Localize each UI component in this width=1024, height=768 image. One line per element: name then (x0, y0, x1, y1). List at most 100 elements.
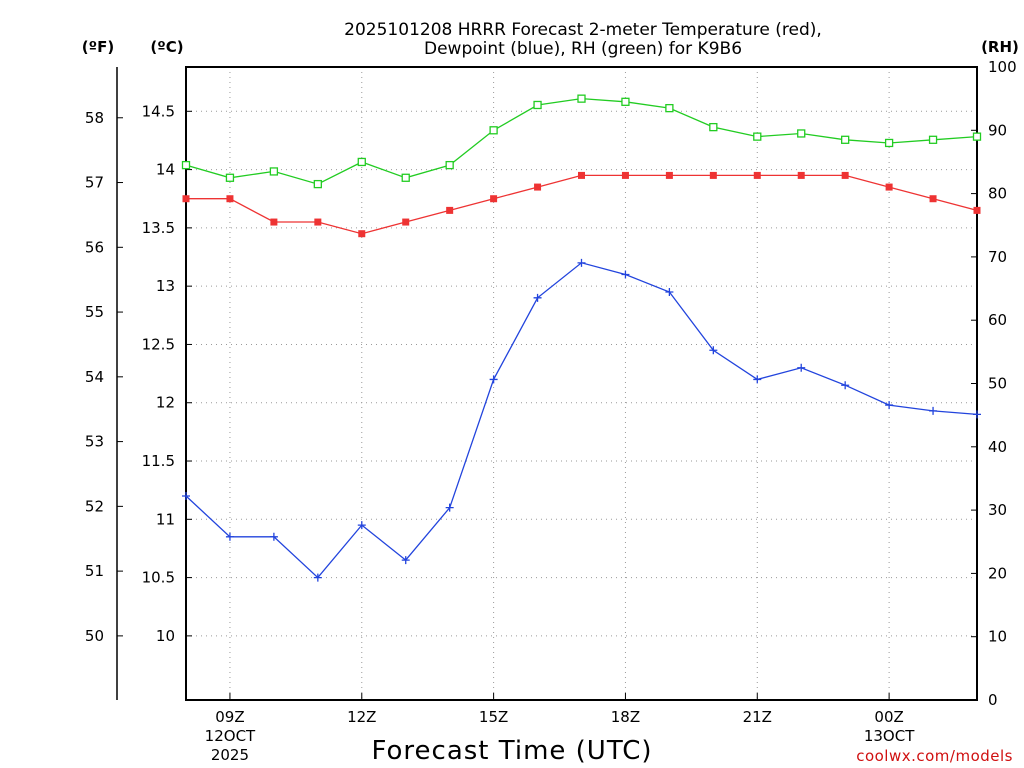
rh-point (357, 157, 366, 167)
celsius-tick-label: 12.5 (142, 335, 175, 353)
celsius-tick-label: 12 (156, 394, 175, 412)
rh-point (753, 132, 762, 141)
dewpoint-point (182, 491, 190, 500)
temperature-point (446, 206, 454, 214)
fahrenheit-tick-label: 55 (85, 303, 104, 321)
temperature-point (226, 195, 234, 203)
dewpoint-point (929, 406, 938, 415)
axis-ticks: 10 10.5 11 11.5 12 12.5 13 13.5 14 14.5 50 51 52 53 54… (85, 58, 1017, 764)
rh-tick-label: 30 (988, 501, 1007, 519)
temperature-point (270, 218, 278, 226)
rh-point (665, 103, 674, 113)
rh-tick-label: 10 (988, 628, 1007, 646)
temperature-point (358, 230, 366, 238)
celsius-tick-label: 14 (156, 161, 175, 179)
temperature-point (797, 171, 805, 179)
dewpoint-point (225, 532, 234, 541)
grid-lines (186, 67, 977, 700)
dewpoint-point (973, 410, 981, 419)
dewpoint-point (401, 556, 410, 565)
rh-point (313, 179, 322, 189)
x-tick-label: 12Z (347, 708, 376, 726)
dewpoint-point (313, 573, 322, 582)
x-tick-date: 13OCT (864, 727, 915, 745)
temperature-point (709, 171, 717, 179)
rh-point (225, 173, 235, 182)
celsius-tick-label: 13.5 (142, 219, 175, 237)
celsius-tick-label: 10 (156, 627, 175, 645)
rh-point (533, 100, 542, 110)
rh-tick-label: 90 (988, 121, 1007, 139)
celsius-tick-label: 11 (156, 510, 175, 528)
x-tick-year: 2025 (211, 746, 249, 764)
temperature-point (665, 171, 673, 179)
dewpoint-point (489, 375, 498, 384)
x-tick-label: 18Z (611, 708, 640, 726)
rh-tick-label: 80 (988, 185, 1007, 203)
dewpoint-point (797, 363, 806, 372)
temperature-point (885, 183, 893, 191)
fahrenheit-tick-label: 51 (85, 562, 104, 580)
rh-point (928, 135, 938, 144)
rh-tick-label: 0 (988, 691, 998, 709)
rh-point (269, 167, 279, 176)
chart-title-line2: Dewpoint (blue), RH (green) for K9B6 (424, 39, 742, 59)
rh-tick-label: 100 (988, 58, 1017, 76)
x-axis-label: Forecast Time (UTC) (371, 736, 652, 766)
rh-tick-label: 70 (988, 248, 1007, 266)
dewpoint-point (445, 503, 454, 512)
dewpoint-point (665, 287, 674, 296)
x-tick-label: 15Z (479, 708, 508, 726)
fahrenheit-unit-label: (ºF) (82, 38, 114, 56)
x-tick-label: 00Z (874, 708, 903, 726)
rh-tick-label: 40 (988, 438, 1007, 456)
fahrenheit-tick-label: 54 (85, 368, 104, 386)
temperature-point (402, 218, 410, 226)
dewpoint-series-line (185, 262, 978, 579)
rh-unit-label: (RH) (981, 38, 1019, 56)
temperature-series-line (186, 174, 978, 235)
rh-point (577, 94, 586, 103)
dewpoint-point (841, 381, 850, 390)
rh-point (401, 173, 410, 182)
fahrenheit-tick-label: 53 (85, 433, 104, 451)
rh-point (797, 129, 806, 138)
plot-frame (185, 66, 978, 701)
dewpoint-point (621, 270, 630, 279)
celsius-tick-label: 14.5 (142, 102, 175, 120)
dewpoint-point (269, 532, 278, 541)
rh-point (841, 135, 850, 144)
dewpoint-point (753, 375, 762, 384)
chart-title-line1: 2025101208 HRRR Forecast 2-meter Tempera… (344, 20, 822, 40)
temperature-point (182, 195, 190, 203)
fahrenheit-tick-label: 58 (85, 109, 104, 127)
rh-tick-label: 50 (988, 375, 1007, 393)
temperature-point (841, 171, 849, 179)
temperature-point (929, 195, 937, 203)
x-tick-label: 21Z (743, 708, 772, 726)
rh-tick-label: 60 (988, 311, 1007, 329)
fahrenheit-tick-label: 57 (85, 174, 104, 192)
temperature-point (534, 183, 542, 191)
temperature-point (490, 195, 498, 203)
dewpoint-point (357, 521, 366, 530)
temperature-point (314, 218, 322, 226)
dewpoint-point (885, 401, 894, 410)
data-series (181, 94, 982, 582)
fahrenheit-tick-label: 56 (85, 238, 104, 256)
rh-point (181, 160, 191, 170)
temperature-point (753, 171, 761, 179)
temperature-point (973, 206, 981, 214)
x-tick-date: 12OCT (205, 727, 256, 745)
rh-point (709, 122, 718, 132)
dewpoint-point (577, 258, 586, 267)
rh-point (972, 132, 982, 141)
dewpoint-point (533, 293, 542, 302)
celsius-tick-label: 10.5 (142, 569, 175, 587)
celsius-tick-label: 11.5 (142, 452, 175, 470)
fahrenheit-tick-label: 50 (85, 627, 104, 645)
temperature-point (578, 171, 585, 179)
celsius-tick-label: 13 (156, 277, 175, 295)
rh-point (445, 160, 454, 170)
